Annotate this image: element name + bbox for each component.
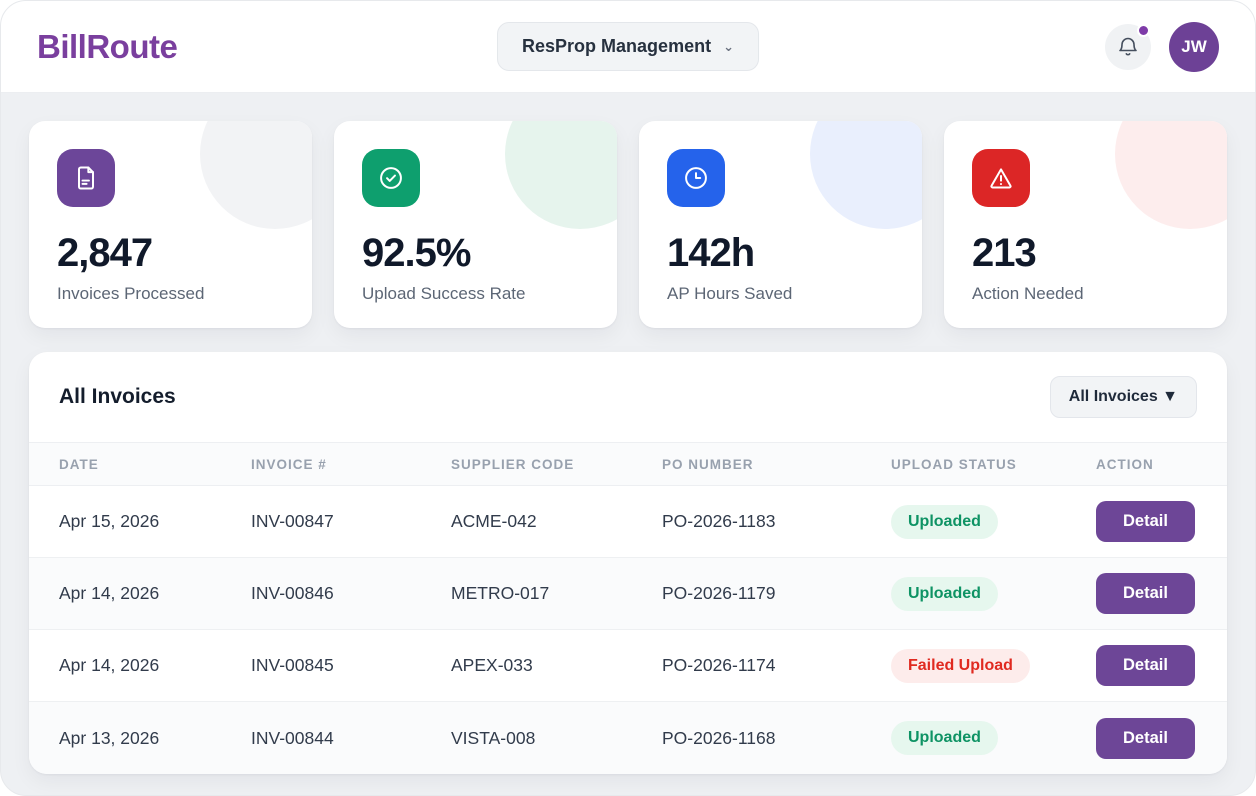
decorative-circle bbox=[200, 121, 312, 229]
column-header-status: UPLOAD STATUS bbox=[891, 456, 1017, 472]
org-selector-dropdown[interactable]: ResProp Management ⌄ bbox=[497, 22, 759, 71]
check-circle-icon bbox=[362, 149, 420, 207]
decorative-circle bbox=[505, 121, 617, 229]
stat-value: 142h bbox=[667, 231, 755, 275]
cell-date: Apr 15, 2026 bbox=[59, 511, 160, 531]
cell-date: Apr 13, 2026 bbox=[59, 727, 160, 748]
stat-value: 2,847 bbox=[57, 231, 153, 275]
table-row: Apr 13, 2026 INV-00844 VISTA-008 PO-2026… bbox=[29, 702, 1227, 774]
table-row: Apr 14, 2026 INV-00846 METRO-017 PO-2026… bbox=[29, 558, 1227, 630]
detail-button[interactable]: Detail bbox=[1096, 501, 1195, 542]
invoices-panel: All Invoices All Invoices ▼ DATE INVOICE… bbox=[29, 352, 1227, 774]
avatar[interactable]: JW bbox=[1169, 21, 1219, 72]
status-badge: Uploaded bbox=[891, 576, 998, 611]
cell-invoice-number: INV-00846 bbox=[251, 583, 334, 603]
document-icon bbox=[57, 149, 115, 207]
stat-card-hours-saved: 142h AP Hours Saved bbox=[639, 121, 922, 328]
status-badge: Uploaded bbox=[891, 721, 998, 755]
column-header-invoice: INVOICE # bbox=[251, 456, 327, 472]
cell-date: Apr 14, 2026 bbox=[59, 583, 160, 603]
cell-supplier-code: ACME-042 bbox=[451, 511, 537, 531]
top-bar-actions: JW bbox=[1105, 21, 1219, 72]
stat-card-upload-success: 92.5% Upload Success Rate bbox=[334, 121, 617, 328]
cell-invoice-number: INV-00845 bbox=[251, 655, 334, 675]
notification-dot bbox=[1137, 23, 1150, 37]
cell-date: Apr 14, 2026 bbox=[59, 655, 160, 675]
column-header-date: DATE bbox=[59, 456, 99, 472]
table-body: Apr 15, 2026 INV-00847 ACME-042 PO-2026-… bbox=[29, 486, 1227, 774]
decorative-circle bbox=[1115, 121, 1227, 229]
stat-card-invoices-processed: 2,847 Invoices Processed bbox=[29, 121, 312, 328]
decorative-circle bbox=[810, 121, 922, 229]
stat-label: Invoices Processed bbox=[57, 284, 205, 303]
stat-value: 213 bbox=[972, 231, 1037, 275]
notifications-button[interactable] bbox=[1105, 23, 1151, 70]
table-row: Apr 15, 2026 INV-00847 ACME-042 PO-2026-… bbox=[29, 486, 1227, 558]
bell-icon bbox=[1116, 35, 1140, 59]
status-badge: Failed Upload bbox=[891, 648, 1030, 683]
status-badge: Uploaded bbox=[891, 504, 998, 539]
stat-value: 92.5% bbox=[362, 231, 471, 275]
cell-po-number: PO-2026-1183 bbox=[662, 511, 776, 531]
cell-invoice-number: INV-00847 bbox=[251, 511, 334, 531]
cell-supplier-code: VISTA-008 bbox=[451, 727, 536, 748]
cell-invoice-number: INV-00844 bbox=[251, 727, 334, 748]
column-header-action: ACTION bbox=[1096, 456, 1154, 472]
panel-title: All Invoices bbox=[59, 385, 176, 408]
detail-button[interactable]: Detail bbox=[1096, 717, 1195, 759]
cell-po-number: PO-2026-1168 bbox=[662, 727, 776, 748]
cell-supplier-code: METRO-017 bbox=[451, 583, 550, 603]
stat-card-action-needed: 213 Action Needed bbox=[944, 121, 1227, 328]
org-selector-label: ResProp Management bbox=[522, 36, 712, 56]
invoices-panel-header: All Invoices All Invoices ▼ bbox=[29, 352, 1227, 442]
detail-button[interactable]: Detail bbox=[1096, 645, 1195, 686]
stat-label: Action Needed bbox=[972, 284, 1084, 303]
cell-supplier-code: APEX-033 bbox=[451, 655, 533, 675]
invoice-filter-dropdown[interactable]: All Invoices ▼ bbox=[1049, 376, 1197, 418]
brand-logo: BillRoute bbox=[37, 27, 178, 65]
clock-icon bbox=[667, 149, 725, 207]
table-header-row: DATE INVOICE # SUPPLIER CODE PO NUMBER U… bbox=[29, 442, 1227, 486]
column-header-po: PO NUMBER bbox=[662, 456, 754, 472]
main-content: 2,847 Invoices Processed 92.5% Upload Su… bbox=[1, 93, 1255, 795]
column-header-supplier: SUPPLIER CODE bbox=[451, 456, 575, 472]
stats-row: 2,847 Invoices Processed 92.5% Upload Su… bbox=[29, 121, 1227, 328]
alert-triangle-icon bbox=[972, 149, 1030, 207]
detail-button[interactable]: Detail bbox=[1096, 573, 1195, 614]
chevron-down-icon: ⌄ bbox=[723, 38, 734, 54]
stat-label: AP Hours Saved bbox=[667, 284, 793, 303]
table-row: Apr 14, 2026 INV-00845 APEX-033 PO-2026-… bbox=[29, 630, 1227, 702]
cell-po-number: PO-2026-1179 bbox=[662, 583, 776, 603]
stat-label: Upload Success Rate bbox=[362, 284, 526, 303]
top-bar: BillRoute ResProp Management ⌄ JW bbox=[1, 1, 1255, 93]
cell-po-number: PO-2026-1174 bbox=[662, 655, 776, 675]
